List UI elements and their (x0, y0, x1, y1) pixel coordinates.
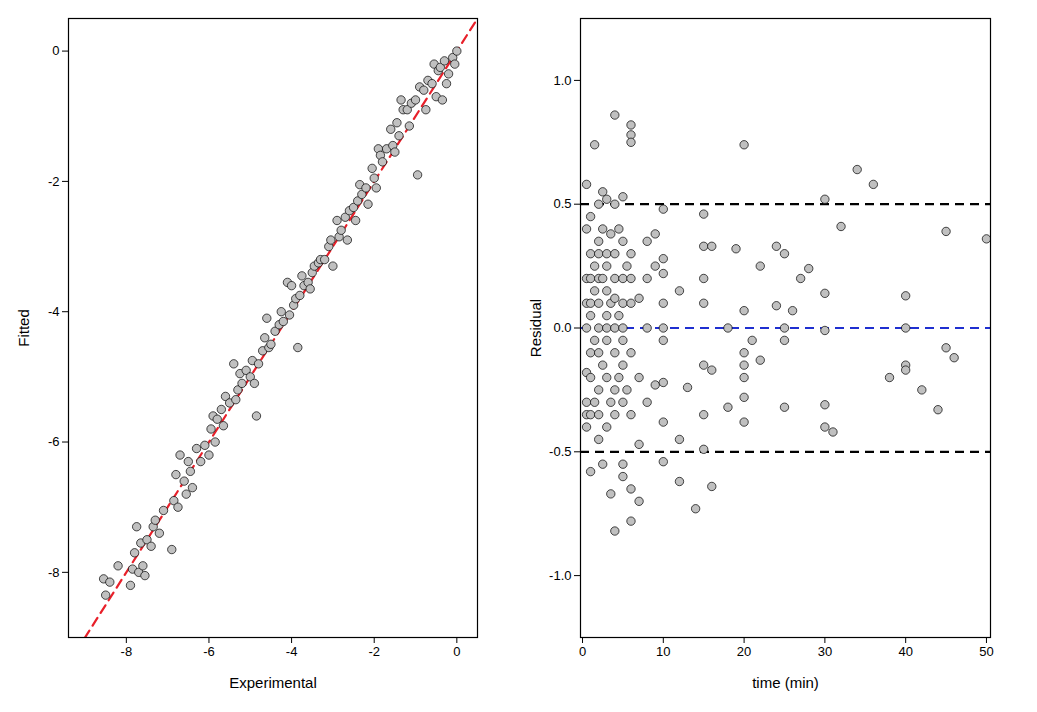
svg-text:10: 10 (656, 644, 670, 659)
svg-text:0: 0 (52, 43, 59, 58)
svg-text:Experimental: Experimental (229, 674, 317, 691)
svg-text:-0.5: -0.5 (549, 444, 571, 459)
svg-text:time (min): time (min) (752, 674, 819, 691)
svg-text:20: 20 (737, 644, 751, 659)
svg-text:0: 0 (453, 644, 460, 659)
svg-text:50: 50 (979, 644, 993, 659)
svg-text:0.5: 0.5 (553, 196, 571, 211)
svg-text:0.0: 0.0 (553, 320, 571, 335)
svg-text:-2: -2 (48, 174, 60, 189)
svg-text:-6: -6 (48, 434, 60, 449)
svg-text:-8: -8 (48, 565, 60, 580)
svg-text:-4: -4 (286, 644, 298, 659)
svg-text:0: 0 (579, 644, 586, 659)
svg-text:40: 40 (898, 644, 912, 659)
svg-text:Fitted: Fitted (15, 309, 32, 347)
svg-text:Residual: Residual (527, 299, 544, 357)
svg-text:30: 30 (818, 644, 832, 659)
svg-text:-1.0: -1.0 (549, 568, 571, 583)
svg-text:1.0: 1.0 (553, 73, 571, 88)
svg-text:-6: -6 (203, 644, 215, 659)
svg-text:-2: -2 (368, 644, 380, 659)
svg-text:-8: -8 (121, 644, 133, 659)
svg-text:-4: -4 (48, 304, 60, 319)
